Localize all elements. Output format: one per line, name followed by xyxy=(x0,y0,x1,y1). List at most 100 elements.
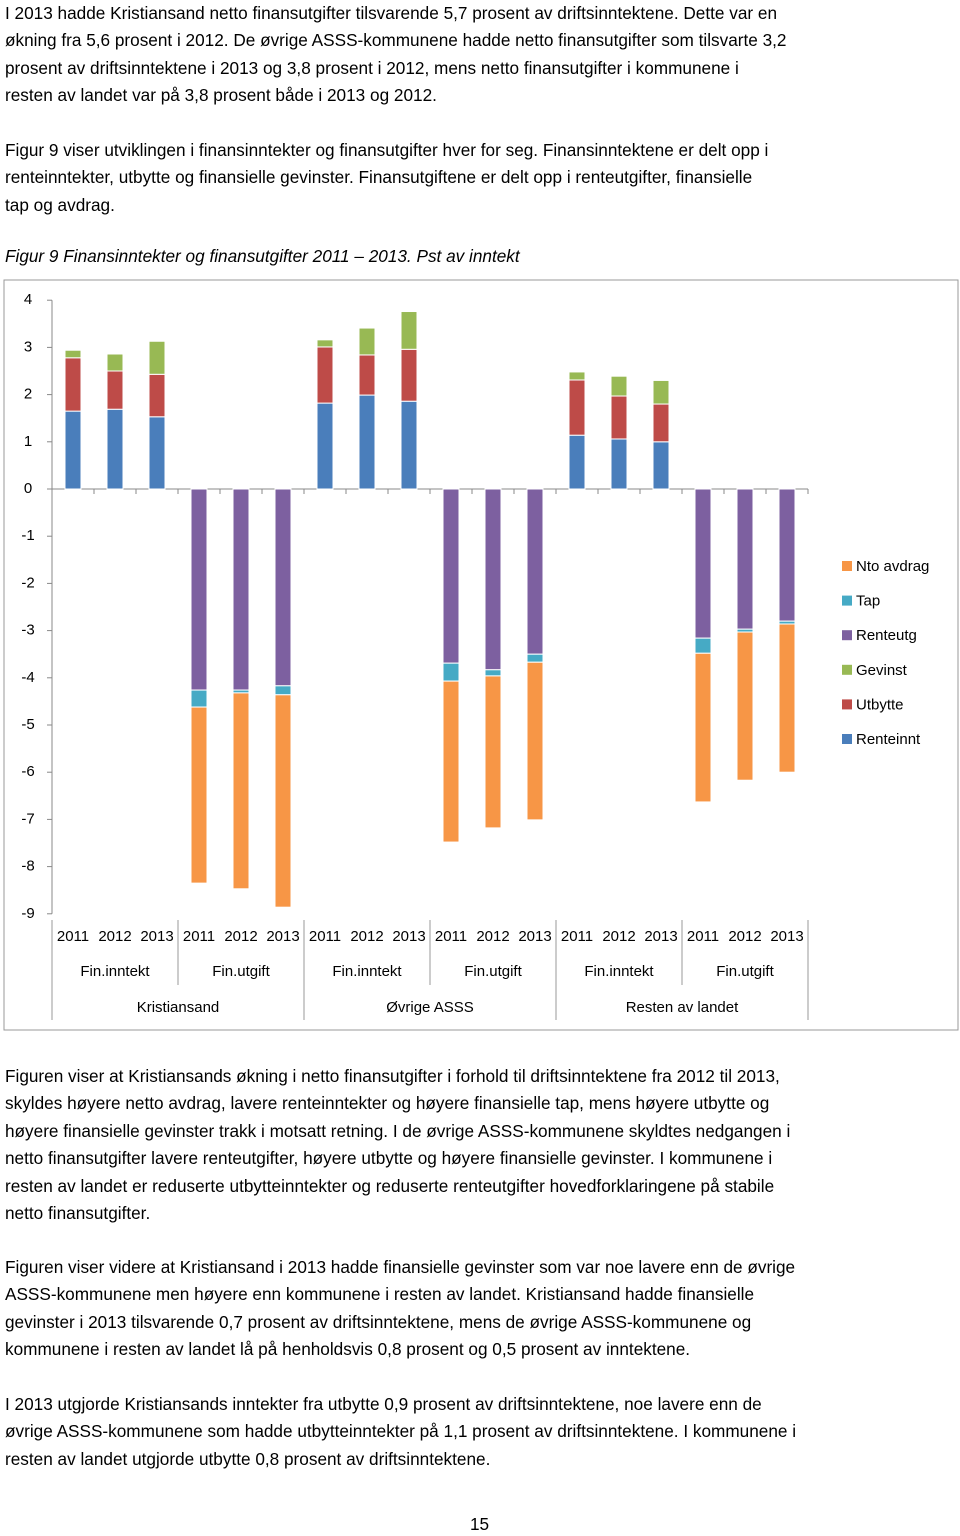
bar-segment xyxy=(778,488,796,622)
bar-segment xyxy=(106,353,124,372)
bar-segment xyxy=(64,357,82,412)
y-tick-label: -3 xyxy=(21,622,34,639)
x-tick-label: 2013 xyxy=(644,928,677,945)
bar-segment xyxy=(274,685,292,696)
text-line: netto finansutgifter. xyxy=(5,1203,151,1224)
y-tick-label: 0 xyxy=(24,480,32,497)
bar-segment xyxy=(64,349,82,359)
bar-segment xyxy=(442,662,460,682)
bar-segment xyxy=(526,661,544,821)
text-line: øvrige ASSS-kommunene som hadde utbyttei… xyxy=(5,1421,797,1442)
x-tick-label: 2012 xyxy=(98,928,131,945)
bar-segment xyxy=(190,689,208,708)
bar-segment xyxy=(526,653,544,663)
y-tick-label: -2 xyxy=(21,574,34,591)
text-line: gevinster i 2013 tilsvarende 0,7 prosent… xyxy=(5,1311,752,1332)
bar-segment xyxy=(694,652,712,803)
text-line: økning fra 5,6 prosent i 2012. De øvrige… xyxy=(5,30,787,51)
bar-segment xyxy=(400,400,418,490)
paragraph: I 2013 hadde Kristiansand netto finansut… xyxy=(5,0,787,110)
bar-segment xyxy=(148,373,166,418)
legend-swatch xyxy=(842,664,852,675)
bar-segment xyxy=(64,410,82,490)
bar-segment xyxy=(694,488,712,639)
bar-segment xyxy=(652,403,670,443)
y-tick-label: 1 xyxy=(24,433,32,450)
x-tick-label: 2013 xyxy=(770,928,803,945)
bar-segment xyxy=(736,631,754,781)
x-tick-label: 2013 xyxy=(266,928,299,945)
paragraph: Figuren viser videre at Kristiansand i 2… xyxy=(5,1254,795,1364)
supergroup-label: Kristiansand xyxy=(137,999,220,1016)
y-tick-label: -7 xyxy=(21,810,34,827)
x-tick-label: 2012 xyxy=(476,928,509,945)
x-tick-label: 2012 xyxy=(350,928,383,945)
y-tick-label: -8 xyxy=(21,858,34,875)
group-label: Fin.utgift xyxy=(716,963,774,980)
x-tick-label: 2011 xyxy=(183,928,215,945)
paragraph: I 2013 utgjorde Kristiansands inntekter … xyxy=(5,1391,796,1473)
bar-segment xyxy=(610,395,628,440)
bar-segment xyxy=(148,340,166,375)
text-line: Figuren viser videre at Kristiansand i 2… xyxy=(5,1257,796,1277)
text-line: skyldes høyere netto avdrag, lavere rent… xyxy=(5,1093,770,1114)
bar-segment xyxy=(106,370,124,410)
bar-segment xyxy=(316,339,334,348)
group-label: Fin.utgift xyxy=(464,963,522,980)
text-line: I 2013 hadde Kristiansand netto finansut… xyxy=(5,3,778,23)
x-tick-label: 2011 xyxy=(687,928,719,945)
legend-label: Gevinst xyxy=(856,662,908,679)
bar-segment xyxy=(484,675,502,829)
y-tick-label: -1 xyxy=(21,527,34,544)
bar-segment xyxy=(568,379,586,436)
bar-segment xyxy=(316,346,334,404)
bar-segment xyxy=(232,692,250,890)
legend-swatch xyxy=(842,699,852,710)
bar-segment xyxy=(694,637,712,654)
legend-swatch xyxy=(842,630,852,641)
text-line: I 2013 utgjorde Kristiansands inntekter … xyxy=(5,1394,762,1414)
bar-segment xyxy=(568,434,586,490)
bar-segment xyxy=(232,488,250,691)
text-line: tap og avdrag. xyxy=(5,194,115,215)
x-tick-label: 2011 xyxy=(561,928,593,945)
bar-segment xyxy=(652,379,670,405)
text-line: høyere finansielle gevinster trakk i mot… xyxy=(5,1120,791,1141)
x-tick-label: 2012 xyxy=(224,928,257,945)
x-tick-label: 2011 xyxy=(309,928,341,945)
text-line: renteinntekter, utbytte og finansielle g… xyxy=(5,167,753,188)
legend-label: Nto avdrag xyxy=(856,558,929,575)
text-line: resten av landet var på 3,8 prosent både… xyxy=(5,85,437,106)
page-number: 15 xyxy=(470,1514,490,1534)
bar-segment xyxy=(442,488,460,664)
group-label: Fin.inntekt xyxy=(332,963,402,980)
bar-segment xyxy=(190,488,208,691)
group-label: Fin.utgift xyxy=(212,963,270,980)
bar-segment xyxy=(736,488,754,630)
bar-segment xyxy=(484,488,502,671)
bar-segment xyxy=(400,348,418,402)
legend-label: Tap xyxy=(856,593,880,610)
bar-segment xyxy=(400,311,418,350)
text-line: resten av landet er reduserte utbytteinn… xyxy=(5,1175,775,1196)
x-tick-label: 2012 xyxy=(728,928,761,945)
bar-segment xyxy=(190,706,208,884)
bar-segment xyxy=(274,694,292,908)
bar-segment xyxy=(526,488,544,655)
legend-label: Renteutg xyxy=(856,627,917,644)
y-tick-label: 4 xyxy=(24,291,32,308)
group-label: Fin.inntekt xyxy=(80,963,150,980)
bar-segment xyxy=(358,394,376,490)
paragraph: Figuren viser at Kristiansands økning i … xyxy=(5,1063,790,1227)
bar-segment xyxy=(106,408,124,490)
bar-segment xyxy=(442,680,460,843)
bar-segment xyxy=(652,441,670,490)
text-line: prosent av driftsinntektene i 2013 og 3,… xyxy=(5,57,739,78)
group-label: Fin.inntekt xyxy=(584,963,654,980)
x-tick-label: 2013 xyxy=(518,928,551,945)
x-tick-label: 2013 xyxy=(140,928,173,945)
x-tick-label: 2012 xyxy=(602,928,635,945)
legend-label: Utbytte xyxy=(856,696,904,713)
x-tick-label: 2011 xyxy=(57,928,89,945)
